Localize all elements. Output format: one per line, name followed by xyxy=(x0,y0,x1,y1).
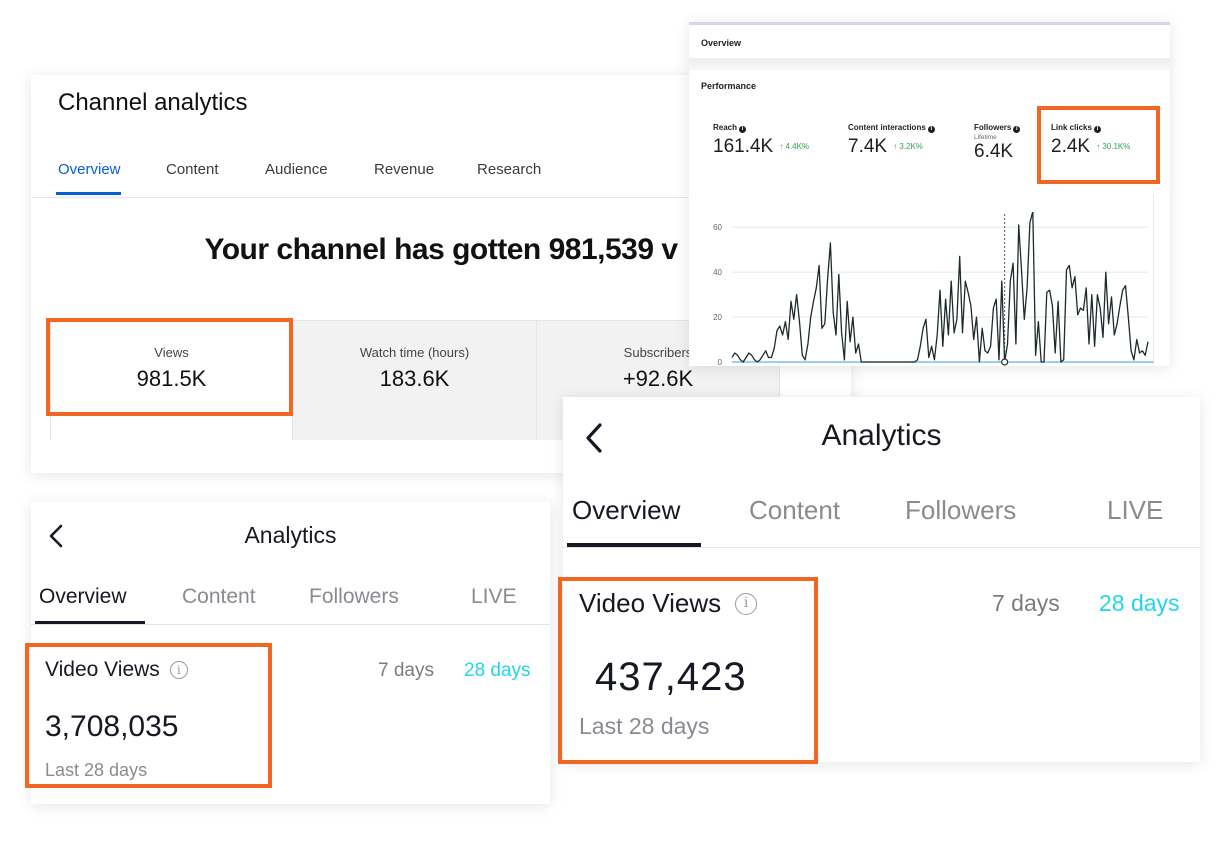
performance-line-chart[interactable]: 0204060Sep 29Nov 8Dec 18Jan 27 xyxy=(689,212,1170,366)
tab-overview[interactable]: Overview xyxy=(58,161,121,178)
metric-label: Reach xyxy=(713,123,738,132)
metric-link-clicks[interactable]: Link clicks i 2.4K ↑ 30.1K% xyxy=(1051,123,1130,158)
metric-label: Watch time (hours) xyxy=(359,345,470,360)
tab-followers[interactable]: Followers xyxy=(905,495,1017,525)
metric-value: 6.4K xyxy=(974,141,1014,162)
metric-label: Video Views xyxy=(579,588,722,618)
metric-label: Content interactions xyxy=(848,123,926,132)
metric-label: Video Views xyxy=(45,658,160,681)
metric-sublabel: Lifetime xyxy=(974,134,997,141)
info-icon[interactable]: i xyxy=(735,592,758,615)
info-icon[interactable]: i xyxy=(927,126,935,133)
period-caption: Last 28 days xyxy=(45,760,148,780)
divider xyxy=(563,547,1200,548)
info-icon[interactable]: i xyxy=(1093,126,1101,133)
y-tick-label: 60 xyxy=(713,223,722,232)
metric-reach[interactable]: Reach i 161.4K ↑ 4.4K% xyxy=(713,123,809,158)
metric-value: 2.4K xyxy=(1051,136,1091,157)
tab-overview[interactable]: Overview xyxy=(39,585,127,608)
divider xyxy=(31,624,550,625)
facebook-insights-card: Overview Performance Reach i 161.4K ↑ 4.4K… xyxy=(689,22,1170,366)
tab-content[interactable]: Content xyxy=(182,585,256,608)
active-tab-indicator xyxy=(567,543,701,547)
back-arrow-icon[interactable] xyxy=(49,524,63,548)
metric-content-interactions[interactable]: Content interactions i 7.4K ↑ 3.2K% xyxy=(848,123,935,158)
metric-value: 7.4K xyxy=(848,136,888,157)
screen-title: Analytics xyxy=(244,522,337,548)
metric-value: 981.5K xyxy=(136,366,207,391)
section-overview-label[interactable]: Overview xyxy=(701,38,742,48)
tab-research[interactable]: Research xyxy=(477,161,542,178)
back-arrow-icon[interactable] xyxy=(585,423,603,453)
metric-value: +92.6K xyxy=(622,366,694,391)
range-28-days[interactable]: 28 days xyxy=(1099,590,1180,616)
hover-marker-point xyxy=(1001,358,1009,366)
channel-headline: Your channel has gotten 981,539 v xyxy=(204,233,678,266)
range-7-days[interactable]: 7 days xyxy=(992,590,1060,616)
highlight-box xyxy=(1037,106,1160,184)
top-strip xyxy=(689,22,1170,25)
video-views-value: 437,423 xyxy=(595,655,747,699)
range-7-days[interactable]: 7 days xyxy=(378,660,434,681)
tab-content[interactable]: Content xyxy=(166,161,219,178)
tab-live[interactable]: LIVE xyxy=(1107,495,1164,525)
tab-overview[interactable]: Overview xyxy=(572,495,681,525)
video-views-heading: Video Views i xyxy=(45,658,188,682)
tab-revenue[interactable]: Revenue xyxy=(374,161,435,178)
tiktok-analytics-card-small: Analytics Overview Content Followers LIV… xyxy=(31,502,550,804)
highlight-box xyxy=(25,643,272,788)
metric-change: ↑ 30.1K% xyxy=(1096,142,1131,151)
highlight-box xyxy=(558,577,818,764)
section-divider xyxy=(689,58,1170,70)
tab-live[interactable]: LIVE xyxy=(471,585,517,608)
period-caption: Last 28 days xyxy=(579,713,710,739)
metric-label: Followers xyxy=(974,123,1012,132)
section-performance-label: Performance xyxy=(701,81,757,91)
video-views-heading: Video Views i xyxy=(579,588,758,619)
tab-audience[interactable]: Audience xyxy=(265,161,328,178)
active-tab-indicator xyxy=(35,621,145,624)
y-tick-label: 40 xyxy=(713,268,722,277)
y-tick-label: 20 xyxy=(713,313,722,322)
info-icon[interactable]: i xyxy=(739,126,747,133)
highlight-box xyxy=(46,318,293,416)
metric-label: Subscribers xyxy=(623,345,693,360)
video-views-value: 3,708,035 xyxy=(45,710,179,743)
tab-bar: Overview Content Audience Revenue Resear… xyxy=(31,161,851,198)
series-line xyxy=(731,212,1149,363)
page-title: Channel analytics xyxy=(58,89,248,116)
tab-content[interactable]: Content xyxy=(749,495,841,525)
metric-change: ↑ 4.4K% xyxy=(779,142,810,151)
metric-followers[interactable]: Followers i Lifetime 6.4K xyxy=(974,123,1021,163)
metric-label: Views xyxy=(154,345,189,360)
info-icon[interactable]: i xyxy=(169,661,188,679)
range-28-days[interactable]: 28 days xyxy=(464,660,531,681)
info-icon[interactable]: i xyxy=(1013,126,1021,133)
metric-label: Link clicks xyxy=(1051,123,1092,132)
metric-watch-time[interactable]: Watch time (hours) 183.6K xyxy=(293,320,537,440)
metric-value: 183.6K xyxy=(379,366,450,391)
y-tick-label: 0 xyxy=(718,358,723,366)
screen-title: Analytics xyxy=(821,419,942,452)
metric-change: ↑ 3.2K% xyxy=(893,142,923,151)
panel-edge xyxy=(1153,194,1154,364)
metric-value: 161.4K xyxy=(713,136,774,157)
active-tab-indicator xyxy=(56,192,121,195)
tab-followers[interactable]: Followers xyxy=(309,585,399,608)
